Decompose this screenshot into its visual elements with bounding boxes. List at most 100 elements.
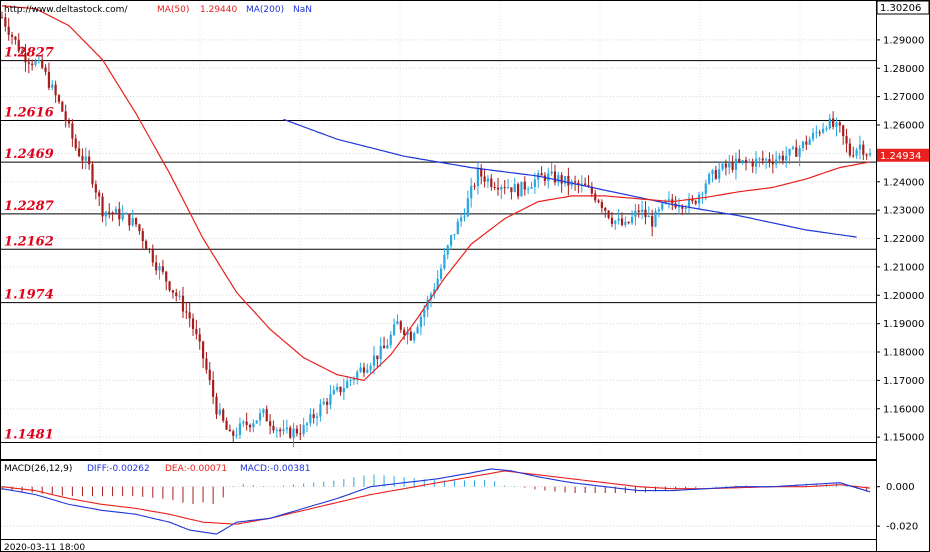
candle-bull — [235, 434, 238, 436]
candle-bear — [128, 213, 131, 226]
price-tick-label: 1.19000 — [883, 319, 924, 330]
price-tick-label: 1.29000 — [883, 35, 924, 46]
candle-bull — [855, 149, 858, 156]
candle-bear — [473, 185, 476, 187]
candle-bull — [684, 207, 687, 209]
candle-bear — [751, 161, 754, 167]
candle-bear — [31, 63, 34, 66]
candle-bull — [416, 327, 419, 334]
candle-bear — [848, 143, 851, 156]
candle-bear — [74, 138, 77, 149]
candle-bear — [493, 186, 496, 188]
candle-bear — [587, 185, 590, 187]
candle-bear — [805, 141, 808, 145]
candle-bear — [175, 292, 178, 297]
candle-bear — [265, 409, 268, 422]
time-label: 2020-03-11 18:00 — [4, 543, 85, 552]
candle-bear — [376, 355, 379, 360]
candle-bear — [744, 160, 748, 162]
candle-bull — [218, 409, 221, 415]
candle-bear — [738, 158, 741, 162]
candle-bull — [262, 409, 265, 414]
candle-bear — [14, 36, 17, 40]
candle-bear — [201, 341, 205, 359]
candle-bull — [868, 153, 872, 156]
candle-bull — [319, 404, 322, 417]
candle-bull — [520, 181, 523, 197]
candle-bull — [285, 427, 288, 430]
candle-bull — [389, 334, 392, 346]
candle-bull — [647, 216, 650, 218]
price-tick-label: 1.27000 — [883, 92, 924, 103]
level-label: 1.2827 — [4, 46, 54, 61]
candle-bull — [456, 221, 459, 235]
candle-bear — [761, 158, 764, 161]
candle-bear — [161, 266, 164, 272]
candle-bull — [429, 294, 433, 300]
candle-bull — [550, 171, 553, 174]
candle-bear — [597, 200, 600, 203]
candle-bull — [336, 386, 339, 390]
candle-bear — [691, 198, 694, 202]
candle-bear — [165, 271, 168, 282]
candle-bear — [24, 53, 27, 63]
candle-bear — [0, 17, 4, 19]
candle-bull — [302, 424, 305, 434]
top-price-label: 1.30206 — [880, 3, 921, 14]
candle-bear — [714, 170, 717, 179]
source-url: http://www.deltastock.com/ — [4, 5, 128, 15]
candle-bull — [426, 299, 429, 310]
candle-bear — [403, 329, 406, 335]
level-label: 1.2162 — [4, 234, 54, 249]
candle-bull — [527, 188, 530, 190]
price-tick-label: 1.18000 — [883, 348, 924, 359]
level-label: 1.2616 — [4, 105, 54, 120]
ma50-line — [1, 5, 871, 382]
candle-bull — [369, 365, 372, 370]
candle-bull — [788, 148, 791, 156]
candle-bull — [557, 175, 560, 183]
candle-bull — [332, 389, 335, 395]
candle-bull — [104, 211, 107, 217]
candle-bear — [644, 209, 647, 218]
candle-bull — [449, 235, 453, 246]
candle-bear — [594, 193, 597, 201]
candle-bull — [815, 132, 818, 134]
candle-bear — [248, 424, 252, 428]
candle-bear — [171, 290, 175, 293]
candle-bull — [349, 379, 352, 382]
candle-bull — [466, 198, 469, 217]
candle-bull — [124, 213, 128, 215]
candle-bull — [439, 268, 443, 279]
ma50-legend-label: MA(50) — [157, 5, 189, 15]
candle-bear — [44, 67, 47, 72]
candle-bull — [51, 84, 54, 88]
level-label: 1.2469 — [4, 147, 54, 162]
candle-bear — [694, 201, 697, 204]
price-tick-label: 1.28000 — [883, 64, 924, 75]
candle-bull — [513, 184, 516, 193]
candle-bear — [771, 162, 774, 165]
candle-bull — [661, 203, 664, 210]
candle-bull — [765, 159, 768, 161]
candle-bear — [47, 71, 51, 88]
candle-bull — [238, 423, 242, 435]
candle-bull — [828, 118, 831, 129]
candle-bear — [118, 208, 121, 220]
price-tick-label: 1.23000 — [883, 206, 924, 217]
candle-bull — [258, 413, 262, 421]
candle-bull — [84, 156, 87, 161]
candle-bull — [453, 234, 456, 236]
candle-bear — [862, 144, 865, 155]
candle-bull — [500, 187, 503, 190]
candle-bull — [614, 220, 617, 224]
macd-tick-label: -0.020 — [886, 522, 918, 533]
macd-dea-line — [1, 470, 871, 525]
candle-bull — [677, 206, 681, 208]
grid — [1, 1, 876, 459]
candle-bear — [731, 162, 734, 170]
candle-bull — [758, 158, 761, 160]
candle-bull — [356, 371, 359, 379]
